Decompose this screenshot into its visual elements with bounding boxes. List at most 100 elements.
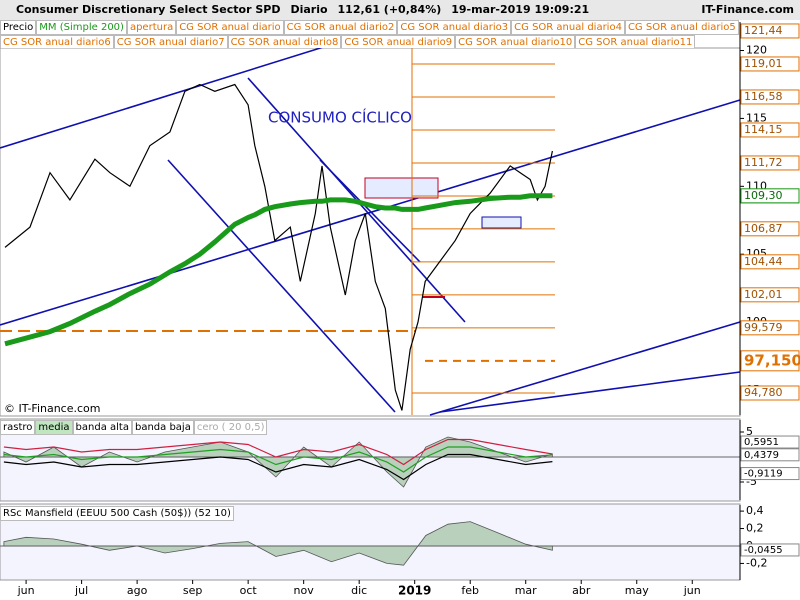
legend-tab[interactable]: CG SOR anual diario10 [455, 35, 576, 48]
target-label: 97,150 [744, 351, 800, 369]
y-tick-label: -5 [746, 475, 757, 488]
level-badge [740, 89, 800, 105]
value-badge [740, 543, 800, 557]
value-badge [740, 448, 800, 462]
legend-tab[interactable]: CG SOR anual diario9 [341, 35, 456, 48]
level-badge [740, 221, 800, 237]
trend-line [0, 99, 741, 326]
mm-badge [740, 188, 800, 204]
level-label: 94,780 [744, 386, 783, 399]
value-label: -0,0455 [744, 545, 783, 556]
target-badge [740, 350, 800, 372]
title: Consumer Discretionary Select Sector SPD [16, 3, 281, 16]
osc-line [3, 446, 553, 473]
legend-tab[interactable]: CG SOR anual diario7 [113, 35, 228, 48]
y-tick-label: 0,4 [746, 504, 764, 517]
x-tick-label: may [625, 584, 649, 597]
trend-line [167, 159, 396, 413]
trend-line [439, 371, 741, 413]
y-tick-label: -0,2 [746, 556, 767, 569]
level-badge [740, 287, 800, 303]
x-tick-label: mar [515, 584, 537, 597]
legend-tab[interactable]: MM (Simple 200) [36, 20, 127, 35]
level-label: 111,72 [744, 156, 783, 169]
zone-box [481, 216, 522, 229]
panel-title: RSc Mansfield (EEUU 500 Cash (50$)) (52 … [0, 506, 234, 521]
x-tick-label: jun [683, 584, 701, 597]
legend-tab[interactable]: CG SOR anual diario4 [511, 20, 625, 35]
level-badge [740, 254, 800, 270]
level-badge [740, 23, 800, 39]
level-label: 114,15 [744, 123, 783, 136]
legend-tab[interactable]: CG SOR anual diario5 [624, 20, 739, 35]
trend-lines [0, 44, 741, 416]
value-label: -0,9119 [744, 469, 783, 480]
level-badge [740, 155, 800, 171]
x-tick-label: dic [351, 584, 367, 597]
legend-tab[interactable]: CG SOR anual diario3 [397, 20, 512, 35]
trend-line [319, 159, 421, 263]
mm-label: 109,30 [744, 189, 783, 202]
y-tick-label: 120 [746, 44, 767, 57]
legend-tab[interactable]: CG SOR anual diario8 [227, 35, 342, 48]
y-tick-label: 115 [746, 111, 767, 124]
trend-line [0, 44, 331, 149]
level-badge [740, 122, 800, 138]
x-tick-label: abr [572, 584, 591, 597]
zone-box [364, 177, 439, 199]
price-line [4, 83, 553, 411]
osc-line [3, 438, 553, 466]
legend-tab[interactable]: CG SOR anual diario2 [283, 20, 398, 35]
main-panel [0, 47, 741, 417]
title-bar: Consumer Discretionary Select Sector SPD… [0, 0, 800, 20]
legend-tab[interactable]: CG SOR anual diario6 [0, 35, 114, 48]
x-tick-label: jun [17, 584, 35, 597]
x-tick-label: sep [183, 584, 202, 597]
period: Diario [290, 3, 328, 16]
legend-tab[interactable]: media [35, 420, 73, 435]
watermark: © IT-Finance.com [4, 402, 101, 415]
rsc-legend: RSc Mansfield (EEUU 500 Cash (50$)) (52 … [0, 506, 234, 521]
source: IT-Finance.com [701, 3, 794, 16]
x-tick-label: ago [127, 584, 148, 597]
level-label: 121,44 [744, 24, 783, 37]
level-label: 104,44 [744, 255, 783, 268]
level-label: 119,01 [744, 57, 783, 70]
legend-tab[interactable]: CG SOR anual diario [176, 20, 284, 35]
legend-tab[interactable]: rastro [0, 420, 36, 435]
x-tick-label: oct [240, 584, 258, 597]
legend-tab[interactable]: Precio [0, 20, 37, 35]
value-badge [740, 435, 800, 449]
osc-line [3, 453, 553, 481]
legend-tab[interactable]: CG SOR anual diario11 [575, 35, 696, 48]
last-price: 112,61 (+0,84%) [337, 3, 442, 16]
trend-line [429, 321, 741, 416]
datetime: 19-mar-2019 19:09:21 [451, 3, 590, 16]
level-badge [740, 320, 800, 336]
y-tick-label: 5 [746, 425, 753, 438]
level-label: 106,87 [744, 222, 783, 235]
value-label: 0,5951 [744, 437, 779, 448]
x-tick-label: feb [461, 584, 479, 597]
x-tick-label: 2019 [398, 584, 431, 598]
legend-tabs: Precio MM (Simple 200) apertura CG SOR an… [0, 20, 740, 48]
level-label: 99,579 [744, 321, 783, 334]
area [3, 521, 553, 566]
price-line [4, 193, 553, 347]
level-badge [740, 56, 800, 72]
y-tick-label: 0,2 [746, 522, 764, 535]
level-label: 116,58 [744, 90, 783, 103]
value-badge [740, 467, 800, 481]
legend-tab[interactable]: banda baja [131, 420, 194, 435]
level-badge [740, 385, 800, 401]
annotation: CONSUMO CÍCLICO [268, 108, 412, 127]
legend-tab[interactable]: cero ( 20 0,5) [193, 420, 268, 435]
legend-tab[interactable]: banda alta [72, 420, 132, 435]
level-label: 102,01 [744, 288, 783, 301]
x-tick-label: jul [74, 584, 88, 597]
osc-legend: rastro media banda alta banda baja cero ( 20… [0, 420, 268, 435]
x-tick-label: nov [294, 584, 315, 597]
legend-tab[interactable]: apertura [126, 20, 177, 35]
